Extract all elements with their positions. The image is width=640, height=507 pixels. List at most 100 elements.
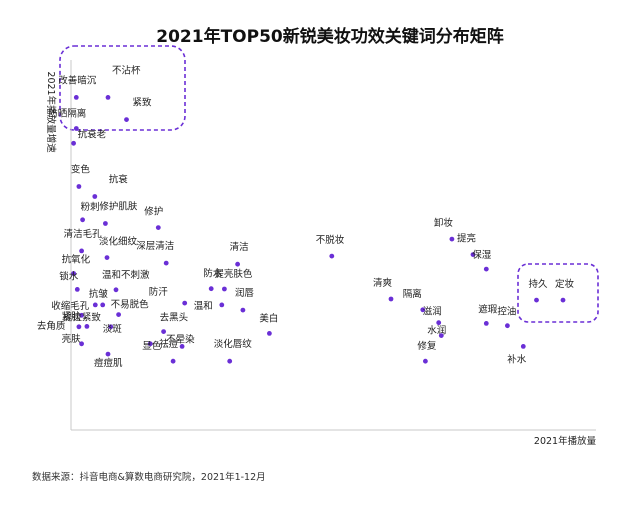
point-label: 不易脱色 [111,299,150,311]
data-point: 去黑头 [160,312,189,334]
data-point: 防汗 [149,286,188,306]
data-point: 痘痘肌 [94,351,123,369]
point-marker [222,286,227,292]
data-point: 修护肌肤 [99,201,138,226]
point-label: 提亮 [457,233,476,245]
point-marker [71,140,76,146]
point-label: 淡化细纹 [99,236,138,248]
point-label: 补水 [507,353,527,365]
data-point: 保湿 [472,249,492,272]
data-point: 清洁 [230,241,249,267]
point-label: 防水 [203,268,223,280]
point-label: 不晕染 [166,333,195,345]
data-point: 温和 [194,301,225,312]
point-marker [534,297,539,303]
point-marker [74,287,80,292]
point-label: 显色 [142,340,162,352]
point-label: 紧致 [133,97,153,109]
point-marker [219,302,225,308]
data-point: 淡化细纹 [99,236,138,260]
point-label: 美白 [259,312,278,324]
point-marker [470,252,476,257]
point-marker [104,255,110,260]
data-point: 提拉紧致 [63,311,101,329]
point-marker [92,194,98,199]
point-marker [103,221,108,226]
data-point: 去角质 [37,320,82,332]
data-point: 变色 [71,164,91,189]
point-label: 去黑头 [160,312,189,324]
point-label: 不脱妆 [316,234,345,246]
point-marker [163,260,169,266]
point-marker [483,266,489,272]
data-point: 不脱妆 [316,234,345,259]
point-marker [420,307,426,313]
data-point: 亮肤 [62,333,84,347]
data-point: 遮瑕 [478,303,498,326]
point-marker [76,184,82,189]
data-point: 持久 [529,278,548,303]
point-label: 粉刺 [81,201,100,213]
data-point: 淡斑 [103,323,123,335]
point-marker [113,287,119,293]
point-marker [80,217,85,223]
data-point: 滋润 [423,306,442,326]
point-marker [108,324,114,330]
data-point: 不晕染 [166,333,195,349]
point-label: 变色 [71,164,91,176]
point-marker [436,320,442,326]
point-marker [267,331,272,336]
point-label: 控油 [497,306,516,318]
point-marker [483,321,489,326]
point-label: 锁水 [59,270,79,282]
data-point: 清爽 [373,277,394,302]
point-marker [438,333,444,338]
point-label: 清洁毛孔 [64,228,103,240]
point-marker [240,307,246,313]
point-label: 修复 [417,340,437,352]
point-marker [73,126,79,131]
point-label: 痘痘肌 [94,357,123,369]
point-label: 防汗 [149,286,169,298]
data-point: 润唇 [235,287,254,313]
highlight-box-right [517,263,599,323]
point-marker [179,344,185,349]
point-marker [100,302,106,308]
data-point: 不沾杯 [105,64,141,100]
point-marker [124,117,129,122]
point-marker [161,329,167,334]
point-marker [423,358,428,364]
point-label: 亮肤 [62,333,82,345]
data-point: 修护 [144,206,163,231]
point-marker [79,341,84,347]
point-label: 隔离 [403,288,422,300]
data-point: 卸妆 [434,217,455,242]
point-marker [182,300,188,306]
data-point: 紧肤 [62,310,84,322]
point-label: 淡化唇纹 [214,338,253,350]
data-point: 改善暗沉 [58,74,97,100]
point-marker [79,248,84,254]
point-label: 保湿 [472,249,492,261]
point-label: 定妆 [555,278,575,290]
point-label: 抗衰 [109,174,129,186]
point-marker [449,236,455,242]
data-point: 修复 [417,340,437,364]
axes: 2021年播放量增速 2021年播放量 [45,60,597,447]
data-point: 美白 [259,312,278,336]
data-point: 显色 [142,340,162,352]
x-axis-label: 2021年播放量 [534,435,597,447]
data-point: 抗衰老 [71,128,107,146]
point-label: 紧肤 [62,310,82,322]
point-label: 遮瑕 [478,303,498,315]
point-label: 收缩毛孔 [51,300,90,312]
data-point: 祛痘 [159,338,179,364]
point-marker [560,297,566,303]
point-label: 防晒隔离 [48,108,86,120]
point-marker [147,341,153,347]
data-point: 抗皱 [89,288,108,308]
data-point: 不易脱色 [111,299,150,317]
highlight-layer [59,45,599,323]
